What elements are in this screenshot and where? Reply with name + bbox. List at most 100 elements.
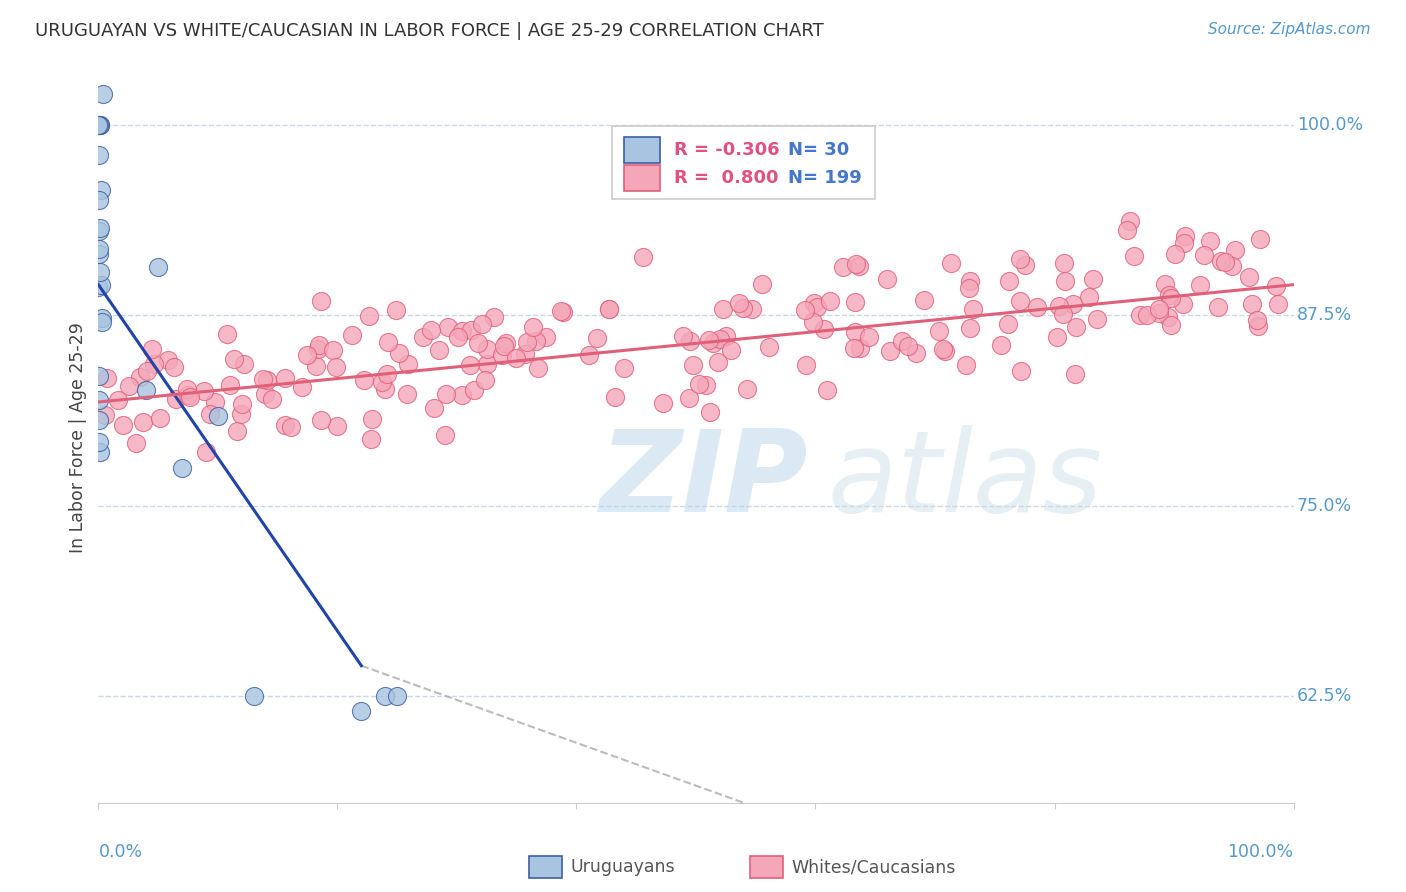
Point <box>165 392 187 406</box>
Point <box>451 388 474 402</box>
Point <box>233 357 256 371</box>
Point <box>932 342 955 356</box>
Point <box>308 337 330 351</box>
Text: 100.0%: 100.0% <box>1227 843 1294 861</box>
Point <box>801 315 824 329</box>
Point <box>1136 308 1159 322</box>
Point <box>813 322 835 336</box>
Point <box>832 260 855 274</box>
Point <box>876 272 898 286</box>
Point <box>741 301 763 316</box>
Point <box>291 379 314 393</box>
Point <box>1010 252 1032 267</box>
Point <box>672 328 695 343</box>
Point <box>385 689 409 703</box>
Point <box>388 346 411 360</box>
Point <box>959 274 981 288</box>
Point <box>471 317 494 331</box>
Point <box>295 348 318 362</box>
Point <box>707 355 730 369</box>
Point <box>87 369 110 384</box>
Point <box>845 257 868 271</box>
Point <box>475 342 498 356</box>
Point <box>412 330 434 344</box>
Point <box>326 418 349 433</box>
Y-axis label: In Labor Force | Age 25-29: In Labor Force | Age 25-29 <box>69 322 87 552</box>
Point <box>225 424 247 438</box>
Point <box>1025 300 1047 314</box>
Point <box>322 343 344 357</box>
Point <box>89 277 111 292</box>
Point <box>720 343 742 357</box>
Point <box>806 300 828 314</box>
FancyBboxPatch shape <box>624 165 661 191</box>
Text: 100.0%: 100.0% <box>1298 116 1364 134</box>
Point <box>274 417 297 432</box>
Point <box>495 336 517 351</box>
Text: 62.5%: 62.5% <box>1298 687 1353 706</box>
Point <box>340 327 363 342</box>
Point <box>1014 258 1036 272</box>
Point <box>1246 313 1268 327</box>
Point <box>1222 259 1244 273</box>
Point <box>350 705 373 719</box>
Point <box>711 301 734 316</box>
Point <box>522 320 544 334</box>
Point <box>254 386 277 401</box>
Point <box>463 383 485 397</box>
Point <box>513 347 536 361</box>
Point <box>460 323 482 337</box>
Point <box>1160 291 1182 305</box>
Point <box>90 310 112 325</box>
Point <box>274 371 297 385</box>
Point <box>1122 249 1144 263</box>
Point <box>912 293 935 308</box>
Point <box>1223 243 1246 257</box>
Text: Source: ZipAtlas.com: Source: ZipAtlas.com <box>1208 22 1371 37</box>
Point <box>1119 213 1142 227</box>
Point <box>87 118 110 132</box>
Point <box>89 265 111 279</box>
Point <box>751 277 773 292</box>
Point <box>260 392 283 406</box>
Point <box>997 317 1019 331</box>
Point <box>815 384 838 398</box>
Point <box>374 689 396 703</box>
Point <box>87 434 110 449</box>
FancyBboxPatch shape <box>749 856 783 878</box>
Point <box>603 390 626 404</box>
Point <box>505 351 527 365</box>
Point <box>377 367 399 381</box>
Point <box>1077 290 1099 304</box>
Text: ZIP: ZIP <box>600 425 808 536</box>
Point <box>87 243 110 257</box>
Point <box>714 328 737 343</box>
Point <box>586 331 609 345</box>
Text: 0.0%: 0.0% <box>98 843 142 861</box>
Point <box>1163 246 1185 260</box>
Point <box>735 382 758 396</box>
Point <box>534 330 557 344</box>
Text: 75.0%: 75.0% <box>1298 497 1353 515</box>
Point <box>1237 270 1260 285</box>
Point <box>578 347 600 361</box>
Point <box>311 294 333 309</box>
Point <box>1265 279 1288 293</box>
Point <box>94 409 117 423</box>
Point <box>1213 254 1236 268</box>
Point <box>524 334 547 348</box>
Point <box>195 444 218 458</box>
Point <box>148 260 170 274</box>
Point <box>682 358 704 372</box>
Point <box>727 296 749 310</box>
Text: R =  0.800: R = 0.800 <box>675 169 779 186</box>
Text: R = -0.306: R = -0.306 <box>675 141 780 159</box>
Point <box>1173 236 1195 251</box>
Point <box>1046 329 1069 343</box>
Point <box>280 419 302 434</box>
Point <box>1154 277 1177 291</box>
Point <box>1198 234 1220 248</box>
Point <box>803 296 825 310</box>
Point <box>1116 223 1139 237</box>
Text: Uruguayans: Uruguayans <box>571 858 675 876</box>
